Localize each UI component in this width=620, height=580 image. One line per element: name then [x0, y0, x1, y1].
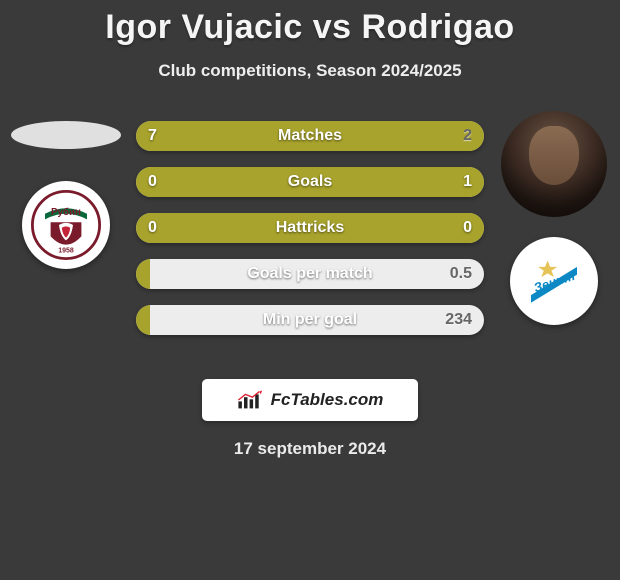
svg-text:Рубин: Рубин — [51, 207, 81, 218]
stat-bar: 234Min per goal — [136, 305, 484, 335]
zenit-crest-icon: Зенит — [522, 249, 586, 313]
brand-text: FcTables.com — [271, 390, 384, 410]
stat-label: Goals per match — [136, 259, 484, 289]
svg-text:1958: 1958 — [58, 247, 74, 254]
stat-bar: 01Goals — [136, 167, 484, 197]
left-player-photo-placeholder — [11, 121, 121, 149]
stat-bar: 00Hattricks — [136, 213, 484, 243]
left-player-column: Рубин 1958 — [6, 111, 126, 269]
subtitle: Club competitions, Season 2024/2025 — [0, 61, 620, 81]
stat-bars: 72Matches 01Goals 00Hattricks 0.5Goals per … — [136, 121, 484, 351]
brand-chart-icon — [237, 390, 265, 410]
stat-bar: 0.5Goals per match — [136, 259, 484, 289]
rubin-crest-icon: Рубин 1958 — [31, 190, 101, 260]
stat-label: Matches — [136, 121, 484, 151]
page-title: Igor Vujacic vs Rodrigao — [0, 0, 620, 47]
left-club-crest: Рубин 1958 — [22, 181, 110, 269]
right-player-photo — [501, 111, 607, 217]
stat-bar: 72Matches — [136, 121, 484, 151]
comparison-panel: Рубин 1958 Зенит 72Matches 01Goals 00Hattr… — [0, 111, 620, 371]
stat-label: Hattricks — [136, 213, 484, 243]
stat-label: Min per goal — [136, 305, 484, 335]
right-player-column: Зенит — [494, 111, 614, 325]
right-club-crest: Зенит — [510, 237, 598, 325]
date-label: 17 september 2024 — [0, 439, 620, 459]
stat-label: Goals — [136, 167, 484, 197]
brand-badge: FcTables.com — [202, 379, 418, 421]
